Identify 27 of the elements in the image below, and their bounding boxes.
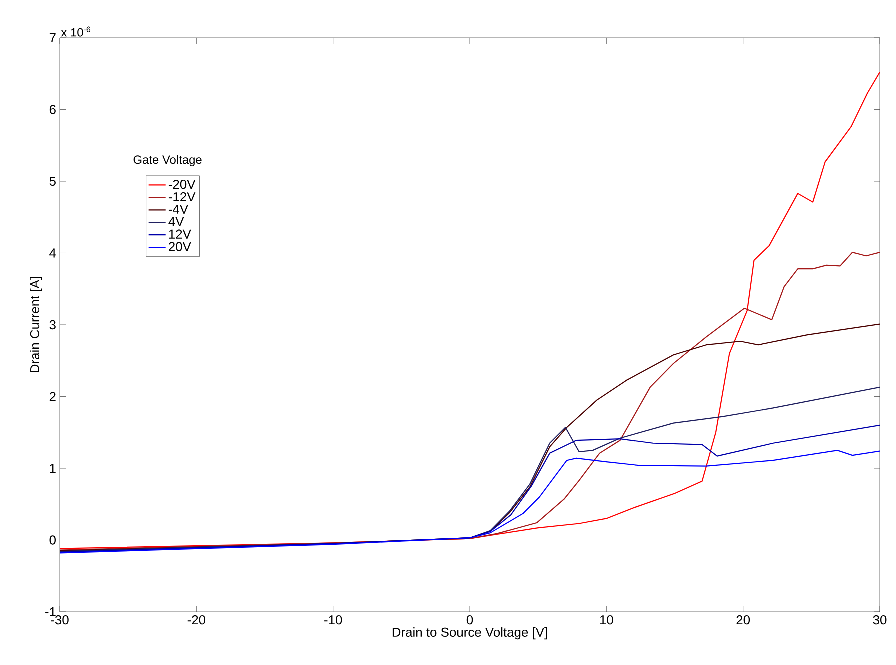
y-tick-label: 5 [50, 176, 56, 186]
text: x 10$^{-6}$ [61, 26, 91, 37]
line-series [60, 252, 880, 551]
legend-label: 12V [169, 230, 192, 239]
x-tick-label: -10 [324, 616, 342, 625]
legend-label: -12V [168, 192, 196, 202]
x-tick-label: 10 [600, 616, 614, 625]
y-tick-label: 2 [50, 392, 56, 402]
x-tick-label: -30 [51, 616, 69, 625]
x-tick-label: 0 [466, 616, 474, 625]
legend-label: 4V [168, 217, 184, 226]
legend-title: Gate Voltage [134, 155, 202, 166]
y-tick-label: 0 [50, 536, 56, 545]
legend-label: -20V [168, 180, 196, 190]
y-tick-label: 7 [50, 34, 56, 42]
y-tick-label: 4 [50, 248, 56, 258]
y-tick-label: 3 [50, 320, 56, 330]
x-tick-label: -20 [188, 616, 206, 625]
legend-label: -4V [168, 205, 188, 214]
x-tick-label: 30 [873, 616, 887, 625]
y-tick-label: 6 [50, 105, 56, 114]
y-axis-title: Drain Current [A] [30, 277, 42, 373]
x-tick-label: 20 [736, 616, 750, 625]
legend-label: 20V [169, 242, 192, 252]
x-axis-title: Drain to Source Voltage [V] [392, 628, 548, 640]
y-tick-label: 1 [50, 464, 56, 473]
y-tick-label: -1 [46, 608, 56, 616]
